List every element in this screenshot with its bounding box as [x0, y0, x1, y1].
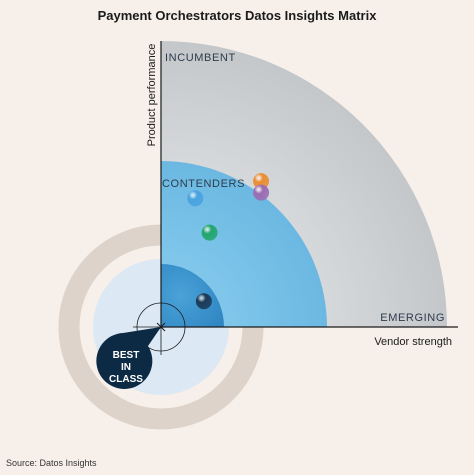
data-point	[253, 173, 270, 190]
best-label-line2: IN	[121, 362, 131, 373]
data-points	[187, 173, 270, 310]
zone-label-incumbent: INCUMBENT	[165, 52, 236, 64]
data-point	[187, 190, 204, 207]
chart-title: Payment Orchestrators Datos Insights Mat…	[97, 8, 377, 23]
source-note: Source: Datos Insights	[6, 458, 97, 468]
y-axis-label: Product performance	[146, 44, 158, 147]
zone-label-emerging: EMERGING	[380, 312, 445, 324]
data-point	[195, 293, 212, 310]
data-point	[201, 224, 218, 241]
best-label-line1: BEST	[113, 350, 140, 361]
x-axis-label: Vendor strength	[374, 336, 452, 348]
emerging-zone	[161, 264, 224, 327]
best-label-line3: CLASS	[109, 374, 143, 385]
data-point	[253, 184, 270, 201]
best-in-class-badge: BEST IN CLASS	[96, 327, 161, 389]
zone-label-contenders: CONTENDERS	[162, 178, 245, 190]
